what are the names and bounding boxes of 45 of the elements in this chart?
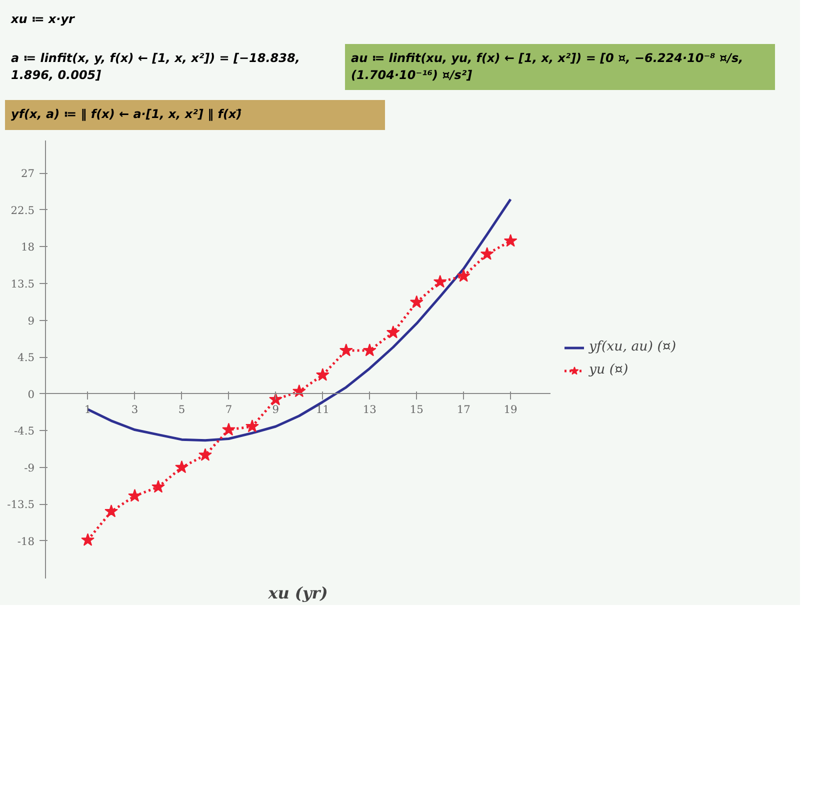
point	[339, 343, 353, 356]
text: xu ≔ x·yr	[11, 11, 74, 28]
y-tick-label: 18	[20, 240, 35, 254]
x-tick-label: 11	[316, 402, 330, 416]
point	[316, 368, 330, 380]
point	[480, 246, 494, 260]
point	[175, 460, 188, 473]
x-tick-label: 5	[178, 402, 186, 416]
point	[456, 268, 470, 282]
point	[433, 274, 447, 288]
text: a ≔ linfit(x, y, f(x) ← [1, x, x²]) = [−18.838, 1.896, 0.005]	[11, 50, 301, 84]
point	[222, 422, 236, 436]
y-tick-label: 4.5	[18, 350, 35, 364]
y-tick-label: 13.5	[10, 277, 35, 290]
x-tick-label: 9	[272, 402, 280, 416]
point	[362, 343, 376, 356]
x-tick-label: 7	[225, 402, 232, 416]
y-tick-label: 22.5	[10, 204, 35, 217]
text: au ≔ linfit(xu, yu, f(x) ← [1, x, x²]) = [0 ¤, −6.224·10⁻⁸ ¤/s, (1.704·10⁻¹⁶) ¤/s²]	[351, 50, 744, 84]
x-tick-label: 17	[456, 402, 471, 416]
point	[198, 448, 212, 460]
point	[104, 504, 118, 517]
point	[504, 234, 518, 246]
y-tick-label: 0	[28, 387, 35, 400]
point	[386, 325, 400, 338]
y-tick-label: 27	[20, 166, 35, 180]
x-axis-title: xu (yr)	[267, 583, 328, 602]
y-tick-label: -4.5	[14, 424, 35, 438]
point	[410, 294, 424, 308]
y-tick-label: -9	[24, 460, 35, 474]
legend-label: yf(xu, au) (¤)	[589, 340, 676, 355]
x-tick-label: 3	[131, 402, 138, 416]
point	[246, 419, 259, 432]
y-tick-label: -18	[17, 534, 35, 548]
point	[128, 488, 142, 502]
point	[152, 480, 165, 492]
y-tick-label: 9	[28, 314, 35, 327]
x-tick-label: 15	[410, 402, 424, 416]
x-tick-label: 1	[84, 402, 92, 416]
x-tick-label: 13	[362, 402, 376, 416]
y-tick-label: -13.5	[7, 498, 34, 511]
point	[81, 532, 94, 546]
x-tick-label: 19	[504, 402, 518, 416]
legend-label: yu (¤)	[589, 362, 628, 378]
text: yf(x, a) ≔ ‖ f(x) ← a·[1, x, x²] ‖ f(x)⃗	[11, 106, 242, 124]
